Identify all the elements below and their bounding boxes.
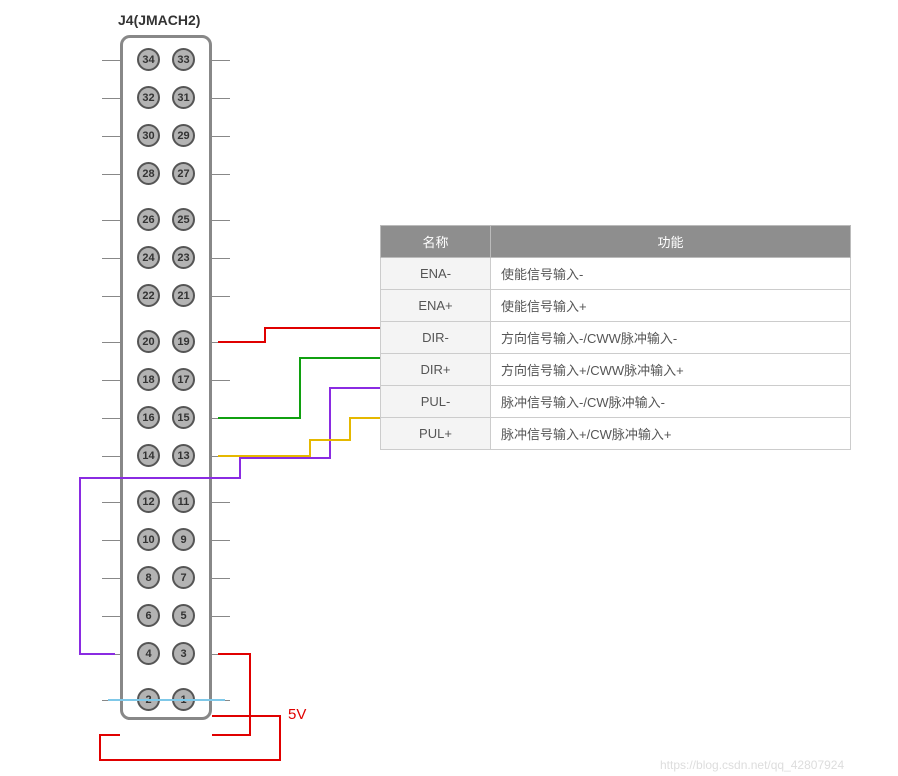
pin-4: 4	[137, 642, 160, 665]
table-row: ENA+使能信号输入+	[381, 290, 851, 322]
table-row: PUL+脉冲信号输入+/CW脉冲输入+	[381, 418, 851, 450]
pin-13: 13	[172, 444, 195, 467]
pin-15: 15	[172, 406, 195, 429]
signal-desc: 方向信号输入+/CWW脉冲输入+	[491, 354, 851, 386]
pin-27: 27	[172, 162, 195, 185]
pin-33: 33	[172, 48, 195, 71]
pin-9: 9	[172, 528, 195, 551]
wire-5v-rail	[100, 716, 280, 760]
signal-name-ena: ENA-	[381, 258, 491, 290]
tick-right-9	[212, 540, 230, 541]
wire-5v-vert-to-3	[212, 654, 250, 735]
tick-right-23	[212, 258, 230, 259]
tick-right-31	[212, 98, 230, 99]
signal-desc: 使能信号输入+	[491, 290, 851, 322]
connector-title: J4(JMACH2)	[118, 12, 200, 28]
tick-left-8	[102, 578, 120, 579]
pin-30: 30	[137, 124, 160, 147]
wire-pul-plus-from-13	[218, 418, 380, 456]
tick-left-28	[102, 174, 120, 175]
pin-1: 1	[172, 688, 195, 711]
tick-right-17	[212, 380, 230, 381]
signal-name-pul: PUL+	[381, 418, 491, 450]
tick-right-15	[212, 418, 230, 419]
table-header-name: 名称	[381, 226, 491, 258]
tick-left-26	[102, 220, 120, 221]
tick-left-16	[102, 418, 120, 419]
pin-19: 19	[172, 330, 195, 353]
table-row: PUL-脉冲信号输入-/CW脉冲输入-	[381, 386, 851, 418]
pin-17: 17	[172, 368, 195, 391]
watermark: https://blog.csdn.net/qq_42807924	[660, 758, 844, 772]
tick-left-20	[102, 342, 120, 343]
label-5v: 5V	[288, 706, 306, 723]
pin-8: 8	[137, 566, 160, 589]
signal-name-ena: ENA+	[381, 290, 491, 322]
signal-name-dir: DIR-	[381, 322, 491, 354]
pin-24: 24	[137, 246, 160, 269]
pin-23: 23	[172, 246, 195, 269]
tick-right-5	[212, 616, 230, 617]
tick-left-22	[102, 296, 120, 297]
tick-right-19	[212, 342, 230, 343]
tick-right-1	[212, 700, 230, 701]
pin-2: 2	[137, 688, 160, 711]
pin-5: 5	[172, 604, 195, 627]
pin-28: 28	[137, 162, 160, 185]
tick-left-12	[102, 502, 120, 503]
table-header-func: 功能	[491, 226, 851, 258]
wire-dir-minus-from-19	[218, 328, 380, 342]
tick-left-4	[102, 654, 120, 655]
signal-desc: 脉冲信号输入-/CW脉冲输入-	[491, 386, 851, 418]
tick-left-14	[102, 456, 120, 457]
table-row: DIR-方向信号输入-/CWW脉冲输入-	[381, 322, 851, 354]
tick-right-13	[212, 456, 230, 457]
pin-26: 26	[137, 208, 160, 231]
connector-outline	[120, 35, 212, 720]
tick-left-6	[102, 616, 120, 617]
signal-desc: 方向信号输入-/CWW脉冲输入-	[491, 322, 851, 354]
tick-right-33	[212, 60, 230, 61]
tick-right-29	[212, 136, 230, 137]
pin-21: 21	[172, 284, 195, 307]
tick-right-3	[212, 654, 230, 655]
pin-22: 22	[137, 284, 160, 307]
pin-29: 29	[172, 124, 195, 147]
tick-right-7	[212, 578, 230, 579]
pin-20: 20	[137, 330, 160, 353]
tick-right-21	[212, 296, 230, 297]
pin-7: 7	[172, 566, 195, 589]
tick-right-27	[212, 174, 230, 175]
pin-31: 31	[172, 86, 195, 109]
pin-3: 3	[172, 642, 195, 665]
signal-name-dir: DIR+	[381, 354, 491, 386]
signal-desc: 使能信号输入-	[491, 258, 851, 290]
wire-dir-plus-from-15	[218, 358, 380, 418]
pin-34: 34	[137, 48, 160, 71]
tick-left-24	[102, 258, 120, 259]
tick-left-2	[102, 700, 120, 701]
signal-table: 名称 功能 ENA-使能信号输入-ENA+使能信号输入+DIR-方向信号输入-/…	[380, 225, 851, 450]
pin-14: 14	[137, 444, 160, 467]
pin-12: 12	[137, 490, 160, 513]
signal-desc: 脉冲信号输入+/CW脉冲输入+	[491, 418, 851, 450]
pin-10: 10	[137, 528, 160, 551]
tick-left-18	[102, 380, 120, 381]
tick-left-10	[102, 540, 120, 541]
tick-right-25	[212, 220, 230, 221]
pin-11: 11	[172, 490, 195, 513]
table-row: ENA-使能信号输入-	[381, 258, 851, 290]
pin-16: 16	[137, 406, 160, 429]
tick-right-11	[212, 502, 230, 503]
pin-25: 25	[172, 208, 195, 231]
signal-name-pul: PUL-	[381, 386, 491, 418]
tick-left-30	[102, 136, 120, 137]
pin-18: 18	[137, 368, 160, 391]
pin-32: 32	[137, 86, 160, 109]
table-row: DIR+方向信号输入+/CWW脉冲输入+	[381, 354, 851, 386]
pin-6: 6	[137, 604, 160, 627]
tick-left-32	[102, 98, 120, 99]
tick-left-34	[102, 60, 120, 61]
